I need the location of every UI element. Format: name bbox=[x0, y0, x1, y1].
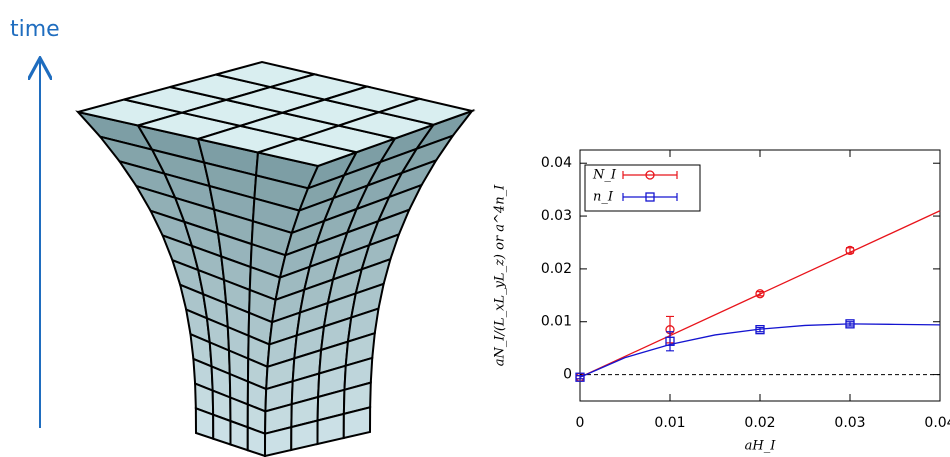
legend-label: N_I bbox=[592, 168, 617, 183]
error-bar bbox=[846, 321, 854, 327]
x-tick-label: 0.02 bbox=[744, 415, 775, 431]
legend-marker bbox=[645, 192, 655, 202]
y-tick-label: 0.04 bbox=[541, 155, 572, 171]
tower-cell bbox=[229, 419, 249, 452]
error-bar bbox=[576, 375, 584, 380]
marker bbox=[755, 325, 765, 335]
y-tick-label: 0.03 bbox=[541, 208, 572, 224]
y-tick-label: 0.01 bbox=[541, 314, 572, 330]
y-tick-label: 0.02 bbox=[541, 261, 572, 277]
time-label: time bbox=[10, 17, 60, 42]
x-tick-label: 0.04 bbox=[924, 415, 950, 431]
chart: 0 0.01 0.02 0.03 0.04 0 0.01 0.02 0.03 0.04 aH_I aN… bbox=[493, 149, 950, 454]
legend-sample bbox=[622, 193, 678, 201]
legend-box bbox=[584, 164, 701, 212]
y-axis-label: aN_I/(L_xL_yL_z) or a^4n_I bbox=[493, 184, 508, 366]
marker bbox=[665, 336, 675, 346]
x-tick-label: 0 bbox=[576, 415, 585, 431]
tower-cell bbox=[212, 413, 232, 446]
error-bar bbox=[666, 331, 674, 352]
tower-cell bbox=[194, 406, 215, 441]
tower-top-cell bbox=[375, 97, 476, 126]
lattice-tower bbox=[75, 60, 476, 457]
legend-sample bbox=[622, 171, 678, 179]
tower-cell bbox=[342, 406, 372, 440]
marker bbox=[575, 372, 585, 382]
error-bar bbox=[756, 326, 764, 333]
x-tick-label: 0.03 bbox=[834, 415, 865, 431]
x-axis-label: aH_I bbox=[745, 439, 777, 454]
marker bbox=[845, 245, 855, 256]
y-tick-label: 0 bbox=[563, 367, 572, 383]
legend-marker bbox=[645, 170, 655, 180]
error-bar bbox=[756, 291, 764, 297]
x-tick-label: 0.01 bbox=[654, 415, 685, 431]
marker bbox=[755, 289, 765, 299]
marker bbox=[845, 319, 855, 329]
legend-label: n_I bbox=[593, 190, 614, 205]
